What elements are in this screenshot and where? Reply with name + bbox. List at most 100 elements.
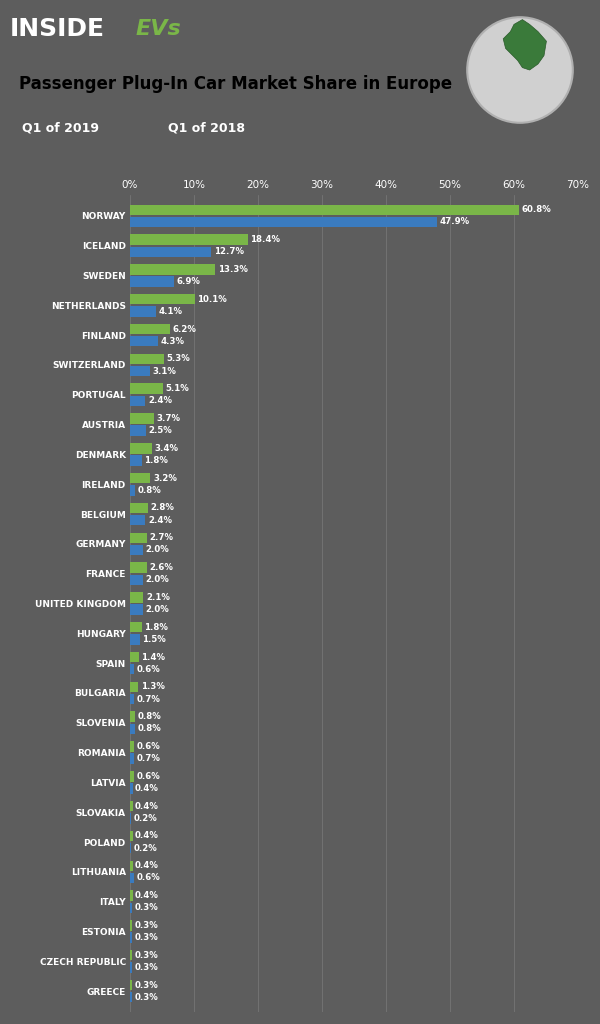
Bar <box>130 217 437 227</box>
Text: 5.1%: 5.1% <box>165 384 189 393</box>
Bar <box>130 353 164 365</box>
Bar <box>130 963 132 973</box>
Text: 3.2%: 3.2% <box>153 474 177 482</box>
Bar <box>130 712 135 722</box>
Text: 0.6%: 0.6% <box>136 665 160 674</box>
Text: 0.3%: 0.3% <box>134 963 158 972</box>
Text: 2.0%: 2.0% <box>145 575 169 585</box>
Text: 2.5%: 2.5% <box>149 426 172 435</box>
Text: 0.7%: 0.7% <box>137 694 161 703</box>
Bar <box>130 801 133 811</box>
Bar <box>130 622 142 633</box>
Text: 2.4%: 2.4% <box>148 396 172 406</box>
Bar <box>130 456 142 466</box>
Text: 5.3%: 5.3% <box>166 354 190 364</box>
Bar <box>130 276 174 287</box>
Text: 1.4%: 1.4% <box>142 652 166 662</box>
Text: 0.6%: 0.6% <box>136 772 160 780</box>
Text: 0.3%: 0.3% <box>134 921 158 930</box>
Bar <box>130 843 131 853</box>
Text: 0.8%: 0.8% <box>137 724 161 733</box>
Bar <box>130 950 132 961</box>
Bar <box>130 652 139 663</box>
Bar <box>130 890 133 901</box>
Text: 1.3%: 1.3% <box>141 682 165 691</box>
Bar <box>130 694 134 705</box>
Bar <box>130 574 143 585</box>
Text: 0.8%: 0.8% <box>137 485 161 495</box>
Text: 2.7%: 2.7% <box>150 534 174 543</box>
Text: 0.2%: 0.2% <box>134 814 158 823</box>
Text: 12.7%: 12.7% <box>214 248 244 256</box>
Bar <box>130 294 194 304</box>
Text: 4.1%: 4.1% <box>159 307 183 316</box>
Text: 0.6%: 0.6% <box>136 873 160 883</box>
Bar <box>130 902 132 913</box>
Text: 2.6%: 2.6% <box>149 563 173 572</box>
Text: INSIDE: INSIDE <box>10 17 105 41</box>
Bar <box>130 992 132 1002</box>
Text: 0.2%: 0.2% <box>134 844 158 853</box>
Bar <box>130 872 134 883</box>
Bar <box>130 443 152 454</box>
Bar <box>130 485 135 496</box>
Bar <box>130 980 132 990</box>
Text: 2.4%: 2.4% <box>148 516 172 524</box>
Text: 3.1%: 3.1% <box>152 367 176 376</box>
Text: 2.0%: 2.0% <box>145 605 169 614</box>
Text: 0.7%: 0.7% <box>137 755 161 763</box>
Text: 47.9%: 47.9% <box>439 217 469 226</box>
Text: Q1 of 2018: Q1 of 2018 <box>167 122 245 134</box>
Bar <box>130 933 132 943</box>
Bar <box>130 813 131 823</box>
Text: 3.7%: 3.7% <box>156 414 180 423</box>
Bar <box>130 473 151 483</box>
Text: 0.4%: 0.4% <box>135 802 159 811</box>
Bar <box>130 532 147 543</box>
Text: Passenger Plug-In Car Market Share in Europe: Passenger Plug-In Car Market Share in Eu… <box>19 75 452 93</box>
Text: 18.4%: 18.4% <box>250 236 280 244</box>
Bar <box>130 783 133 794</box>
Text: 0.3%: 0.3% <box>134 903 158 912</box>
Text: 2.0%: 2.0% <box>145 546 169 554</box>
Polygon shape <box>503 19 547 70</box>
Circle shape <box>467 17 573 123</box>
Text: 0.8%: 0.8% <box>137 712 161 721</box>
Text: 2.8%: 2.8% <box>151 504 175 512</box>
Bar <box>130 383 163 394</box>
Bar <box>130 414 154 424</box>
Text: 0.3%: 0.3% <box>134 950 158 959</box>
Bar <box>130 682 139 692</box>
Text: 4.3%: 4.3% <box>160 337 184 346</box>
Text: Q1 of 2019: Q1 of 2019 <box>22 122 98 134</box>
Text: 3.4%: 3.4% <box>154 443 178 453</box>
Text: 6.2%: 6.2% <box>172 325 196 334</box>
Bar <box>130 545 143 555</box>
Bar <box>130 664 134 675</box>
Text: 6.9%: 6.9% <box>177 278 200 286</box>
Bar <box>130 366 150 376</box>
Bar <box>130 515 145 525</box>
Bar <box>130 741 134 752</box>
Bar <box>130 921 132 931</box>
Text: 1.8%: 1.8% <box>144 456 168 465</box>
Bar <box>130 771 134 781</box>
Bar <box>130 592 143 602</box>
Text: 0.3%: 0.3% <box>134 992 158 1001</box>
Text: 1.5%: 1.5% <box>142 635 166 644</box>
Text: 10.1%: 10.1% <box>197 295 227 304</box>
Bar <box>130 426 146 436</box>
Bar <box>130 503 148 513</box>
Bar <box>130 395 145 407</box>
Text: 0.4%: 0.4% <box>135 784 159 793</box>
Bar <box>130 234 248 245</box>
Bar <box>130 205 519 215</box>
Text: 0.3%: 0.3% <box>134 981 158 989</box>
Bar <box>130 247 211 257</box>
Text: 13.3%: 13.3% <box>218 265 248 273</box>
Text: 0.4%: 0.4% <box>135 831 159 841</box>
Bar <box>130 830 133 841</box>
Text: 0.3%: 0.3% <box>134 933 158 942</box>
Bar <box>130 336 158 346</box>
Bar <box>130 264 215 274</box>
